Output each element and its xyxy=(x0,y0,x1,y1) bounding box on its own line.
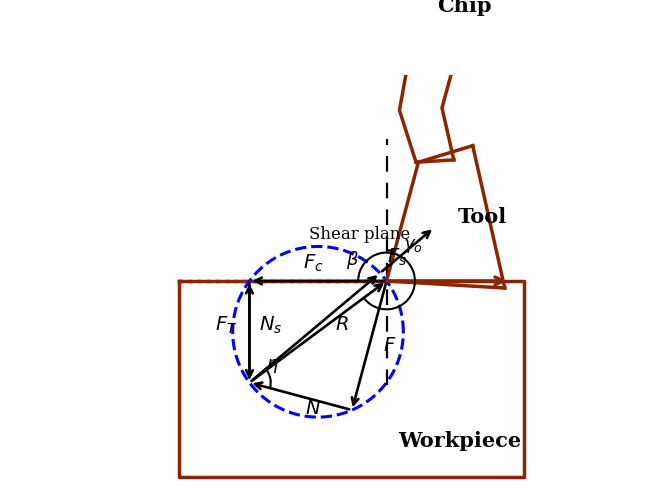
Text: $N_s$: $N_s$ xyxy=(259,314,282,335)
Text: Workpiece: Workpiece xyxy=(399,430,522,450)
Text: $F_c$: $F_c$ xyxy=(303,252,324,274)
Text: $F$: $F$ xyxy=(383,337,397,354)
Text: Tool: Tool xyxy=(457,206,506,226)
Text: $F_s$: $F_s$ xyxy=(387,246,407,267)
Text: Chip: Chip xyxy=(438,0,492,16)
Text: $\gamma_o$: $\gamma_o$ xyxy=(403,236,423,254)
Text: $R$: $R$ xyxy=(334,316,348,334)
Text: Shear plane: Shear plane xyxy=(309,225,410,242)
Text: $\beta$: $\beta$ xyxy=(346,249,359,271)
Text: $F_T$: $F_T$ xyxy=(214,314,237,335)
Text: $\eta$: $\eta$ xyxy=(266,357,279,375)
Text: $N$: $N$ xyxy=(305,399,322,417)
